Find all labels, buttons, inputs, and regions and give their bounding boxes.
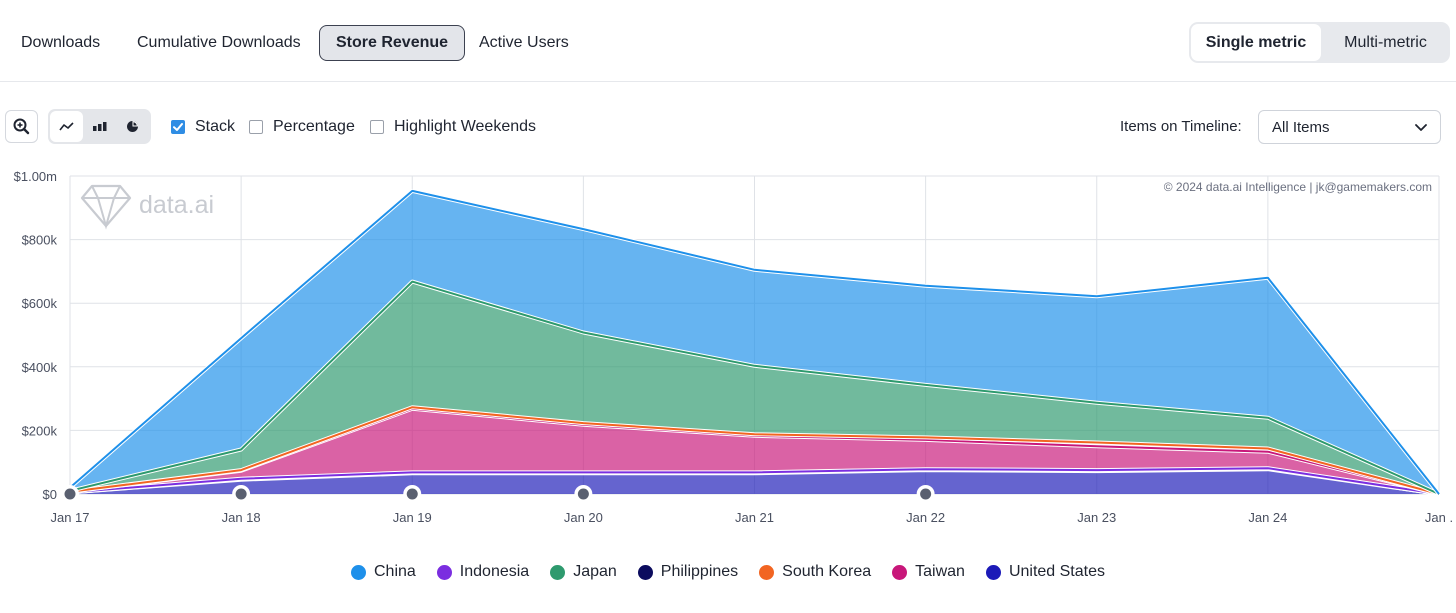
- legend-item-china[interactable]: China: [350, 563, 416, 581]
- x-tick-label: Jan 19: [393, 510, 432, 525]
- event-marker-jan-22[interactable]: [916, 485, 935, 503]
- stack-label: Stack: [195, 118, 236, 135]
- legend-label: Taiwan: [915, 563, 965, 580]
- legend-label: Japan: [573, 563, 617, 580]
- single-metric-button[interactable]: Single metric: [1191, 24, 1321, 61]
- tab-downloads[interactable]: Downloads: [21, 34, 101, 51]
- line-china: [69, 189, 1440, 495]
- area-china[interactable]: [70, 190, 1439, 494]
- multi-metric-button[interactable]: Multi-metric: [1344, 34, 1427, 51]
- event-marker-jan-19[interactable]: [403, 485, 422, 503]
- legend-label: Philippines: [660, 563, 739, 580]
- items-select-value: All Items: [1272, 119, 1330, 136]
- chart-type-group: [48, 109, 151, 144]
- zoom-button[interactable]: [5, 110, 38, 143]
- legend-label: Indonesia: [459, 563, 530, 580]
- y-tick-label: $0: [43, 487, 57, 502]
- legend-item-south-korea[interactable]: South Korea: [759, 563, 871, 581]
- x-tick-label: Jan 21: [735, 510, 774, 525]
- legend-swatch: [759, 564, 775, 580]
- chart-legend: China Indonesia Japan Philippines South Kore…: [0, 563, 1456, 581]
- tab-cumulative-downloads[interactable]: Cumulative Downloads: [137, 34, 301, 51]
- highlight-weekends-label: Highlight Weekends: [394, 118, 537, 135]
- legend-item-united-states[interactable]: United States: [985, 563, 1105, 581]
- x-tick-label: Jan 23: [1077, 510, 1116, 525]
- y-tick-label: $200k: [22, 423, 58, 438]
- legend-label: United States: [1008, 563, 1105, 580]
- legend-swatch: [985, 564, 1001, 580]
- percentage-checkbox[interactable]: Percentage: [249, 118, 355, 136]
- watermark-text: data.ai: [139, 191, 214, 219]
- zoom-in-icon: [13, 118, 30, 135]
- diamond-logo-icon: [80, 184, 132, 230]
- pie-chart-button[interactable]: [116, 111, 149, 142]
- event-marker-jan-18[interactable]: [232, 485, 251, 503]
- legend-swatch: [637, 564, 653, 580]
- percentage-label: Percentage: [273, 118, 355, 135]
- line-indonesia: [69, 467, 1440, 495]
- line-japan: [69, 280, 1440, 495]
- y-tick-label: $1.00m: [14, 169, 57, 184]
- event-marker-jan-17[interactable]: [61, 485, 79, 503]
- x-tick-label: Jan 24: [1248, 510, 1287, 525]
- event-marker-dot: [64, 488, 76, 500]
- pie-chart-icon: [127, 121, 138, 132]
- legend-item-japan[interactable]: Japan: [550, 563, 617, 581]
- x-tick-label: Jan 22: [906, 510, 945, 525]
- bar-chart-button[interactable]: [83, 111, 116, 142]
- line-chart-icon: [59, 122, 74, 131]
- legend-swatch: [350, 564, 366, 580]
- copyright-text: © 2024 data.ai Intelligence | jk@gamemak…: [1164, 180, 1432, 194]
- event-marker-jan-20[interactable]: [574, 485, 593, 503]
- event-marker-dot: [406, 488, 418, 500]
- bar-chart-icon: [93, 122, 107, 131]
- top-bar: Downloads Cumulative Downloads Store Rev…: [0, 0, 1456, 82]
- metric-toggle: Single metric Multi-metric: [1189, 22, 1450, 63]
- event-marker-dot: [235, 488, 247, 500]
- highlight-weekends-checkbox-box[interactable]: [370, 120, 384, 134]
- x-tick-label: Jan 17: [50, 510, 89, 525]
- tab-store-revenue[interactable]: Store Revenue: [319, 25, 466, 61]
- x-tick-label: Jan 18: [222, 510, 261, 525]
- chevron-down-icon: [1415, 124, 1427, 131]
- y-axis-ticks: $0 $200k $400k $600k $800k $1.00m: [14, 169, 58, 502]
- legend-label: China: [373, 563, 416, 580]
- event-marker-dot: [577, 488, 589, 500]
- event-marker-dot: [920, 488, 932, 500]
- store-revenue-chart: data.ai © 2024 data.ai Intelligence | jk…: [14, 169, 1453, 525]
- x-axis-ticks: Jan 17 Jan 18 Jan 19 Jan 20 Jan 21 Jan 22 Jan …: [50, 510, 1453, 525]
- highlight-weekends-checkbox[interactable]: Highlight Weekends: [370, 118, 536, 136]
- chart-lines: [68, 188, 1441, 496]
- line-chart-button[interactable]: [50, 111, 83, 142]
- x-tick-label: Jan .: [1425, 510, 1453, 525]
- y-tick-label: $800k: [22, 233, 58, 248]
- items-on-timeline-label: Items on Timeline:: [1120, 118, 1242, 135]
- x-tick-label: Jan 20: [564, 510, 603, 525]
- legend-label: South Korea: [782, 563, 872, 580]
- legend-item-taiwan[interactable]: Taiwan: [892, 563, 965, 581]
- area-taiwan[interactable]: [70, 408, 1439, 494]
- stack-checkbox-box[interactable]: [171, 120, 185, 134]
- percentage-checkbox-box[interactable]: [249, 120, 263, 134]
- event-markers: [61, 485, 935, 503]
- checkmark-icon: [172, 122, 183, 131]
- legend-swatch: [436, 564, 452, 580]
- legend-swatch: [892, 564, 908, 580]
- legend-item-philippines[interactable]: Philippines: [637, 563, 739, 581]
- stack-checkbox[interactable]: Stack: [171, 118, 235, 136]
- tab-active-users[interactable]: Active Users: [479, 34, 569, 51]
- y-tick-label: $600k: [22, 296, 58, 311]
- legend-item-indonesia[interactable]: Indonesia: [436, 563, 530, 581]
- legend-swatch: [550, 564, 566, 580]
- items-on-timeline-select[interactable]: All Items: [1258, 110, 1441, 144]
- data-ai-watermark: data.ai: [80, 184, 214, 230]
- line-south-korea: [69, 406, 1440, 495]
- y-tick-label: $400k: [22, 360, 58, 375]
